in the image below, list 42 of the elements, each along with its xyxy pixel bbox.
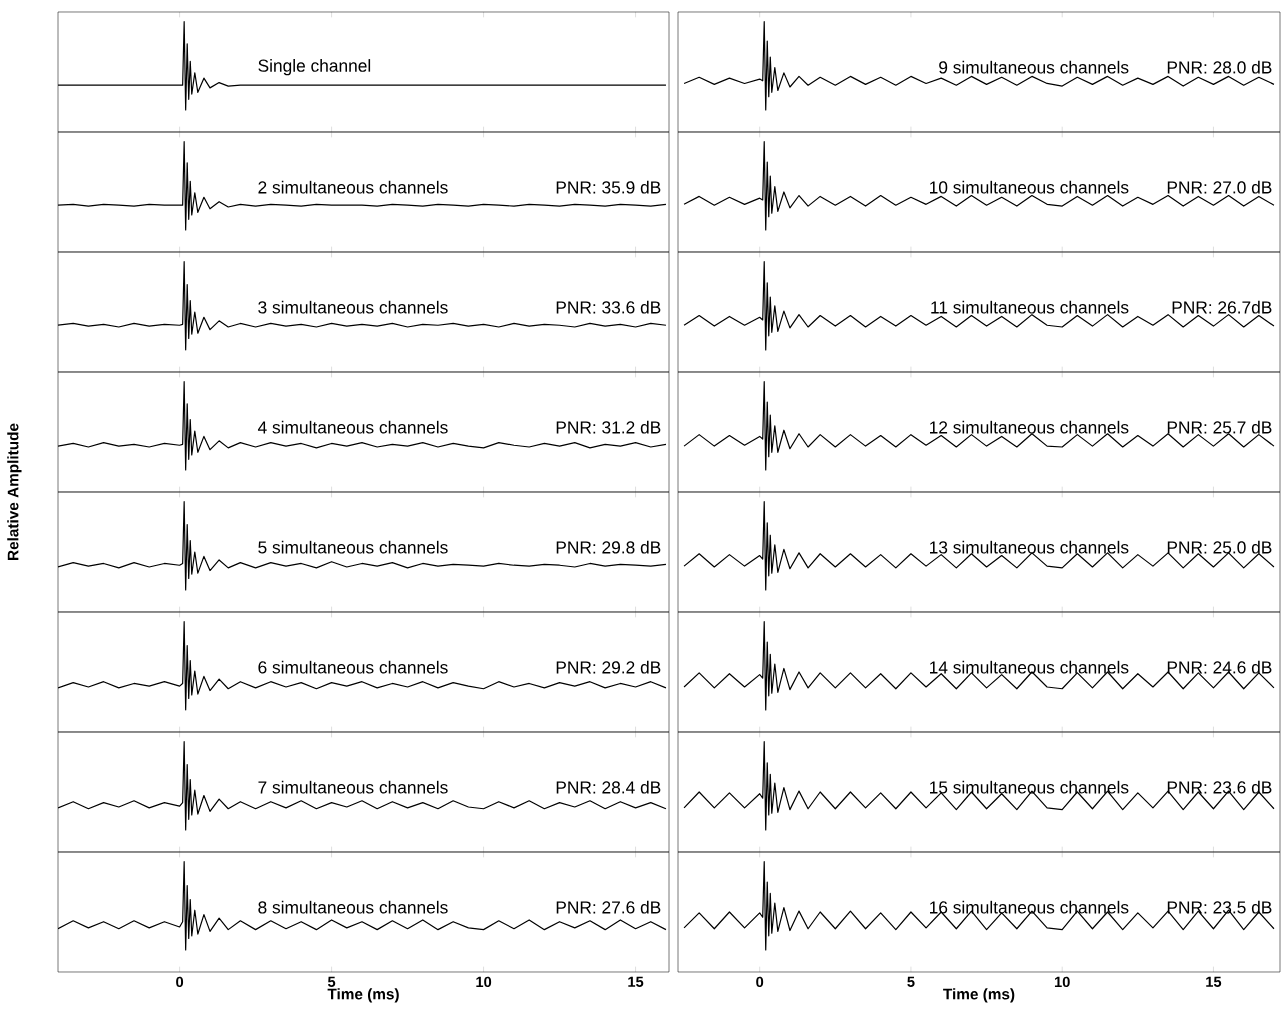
- x-axis-title: Time (ms): [943, 988, 1015, 1003]
- annotation: PNR: 28.4 dB: [556, 780, 661, 794]
- annotation: PNR: 23.6 dB: [1167, 780, 1272, 794]
- annotation: 2 simultaneous channels: [258, 180, 448, 194]
- annotation: 15 simultaneous channels: [930, 780, 1129, 794]
- x-tick-label: 15: [1206, 976, 1222, 987]
- annotation: 9 simultaneous channels: [939, 60, 1129, 74]
- annotation: 4 simultaneous channels: [257, 420, 448, 434]
- annotation: PNR: 25.0 dB: [1167, 540, 1272, 554]
- annotation: Single channel: [258, 59, 371, 76]
- annotation: PNR: 33.6 dB: [556, 300, 661, 314]
- annotation: PNR: 28.0 dB: [1167, 60, 1272, 74]
- x-tick-label: 5: [907, 976, 915, 987]
- x-tick-label: 0: [756, 976, 764, 988]
- annotation: 16 simultaneous channels: [930, 900, 1129, 914]
- annotation: 3 simultaneous channels: [258, 300, 448, 314]
- x-tick-label: 10: [1054, 976, 1070, 988]
- annotation: 12 simultaneous channels: [930, 420, 1129, 434]
- x-axis-title: Time (ms): [327, 988, 399, 1003]
- annotation: PNR: 23.5 dB: [1167, 900, 1272, 914]
- annotation: 7 simultaneous channels: [258, 780, 448, 794]
- annotation: 6 simultaneous channels: [258, 660, 448, 674]
- annotation: PNR: 29.8 dB: [556, 540, 661, 554]
- annotation: PNR: 31.2 dB: [556, 420, 661, 434]
- x-tick-label: 5: [327, 976, 336, 987]
- annotation: 8 simultaneous channels: [258, 900, 448, 914]
- annotation: 5 simultaneous channels: [258, 540, 448, 554]
- annotation: PNR: 26.7dB: [1172, 300, 1272, 314]
- x-tick-label: 15: [628, 976, 644, 987]
- y-axis-title: Relative Amplitude: [7, 423, 22, 560]
- annotation: 10 simultaneous channels: [930, 180, 1129, 194]
- annotation: PNR: 27.6 dB: [556, 900, 661, 914]
- annotation: 14 simultaneous channels: [930, 660, 1129, 674]
- annotation: PNR: 29.2 dB: [556, 660, 661, 674]
- annotation: PNR: 27.0 dB: [1167, 180, 1272, 194]
- annotation: PNR: 24.6 dB: [1167, 660, 1272, 674]
- annotation: 13 simultaneous channels: [930, 540, 1129, 554]
- annotation: PNR: 35.9 dB: [556, 180, 661, 194]
- x-tick-label: 10: [476, 976, 492, 988]
- annotation: PNR: 25.7 dB: [1167, 420, 1272, 434]
- x-tick-label: 0: [176, 976, 184, 988]
- annotation: 11 simultaneous channels: [931, 300, 1129, 314]
